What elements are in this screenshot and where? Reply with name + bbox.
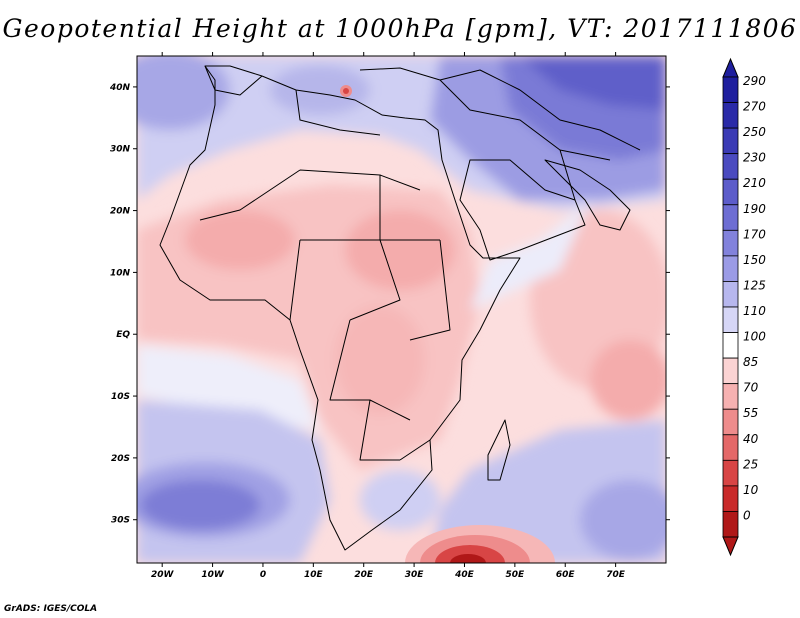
- colorbar-swatch: [722, 229, 739, 257]
- colorbar-label: 10: [743, 483, 759, 497]
- x-tick-label: 30E: [405, 570, 425, 580]
- x-tick-label: 60E: [556, 570, 576, 580]
- colorbar-label: 70: [743, 381, 759, 395]
- chart-title: Geopotential Height at 1000hPa [gpm], VT…: [2, 14, 798, 43]
- colorbar-swatch: [722, 357, 739, 385]
- y-tick-label: 20S: [111, 454, 130, 464]
- colorbar-label: 100: [743, 330, 766, 344]
- x-tick-label: 40E: [454, 570, 475, 580]
- colorbar-label: 270: [743, 100, 766, 114]
- colorbar-swatch: [722, 459, 739, 487]
- colorbar-label: 230: [743, 151, 766, 165]
- colorbar-swatch: [722, 255, 739, 282]
- y-tick-label: EQ: [116, 330, 130, 340]
- y-tick-label: 30S: [111, 516, 130, 526]
- y-tick-label: 40N: [109, 83, 131, 93]
- grads-credit: GrADS: IGES/COLA: [4, 604, 98, 614]
- x-tick-label: 50E: [506, 570, 526, 580]
- colorbar-label: 85: [743, 355, 758, 369]
- colorbar-swatch: [722, 434, 739, 461]
- y-tick-label: 10N: [110, 268, 131, 278]
- y-tick-label: 10S: [111, 392, 130, 402]
- colorbar-swatch: [722, 383, 739, 410]
- x-tick-label: 10E: [304, 570, 324, 580]
- y-axis: 40N 30N 20N 10N EQ 10S 20S 30S: [109, 83, 670, 526]
- colorbar-label: 0: [743, 508, 751, 522]
- colorbar-label: 110: [743, 304, 766, 318]
- colorbar-swatch: [722, 408, 739, 436]
- height-field: [137, 56, 666, 563]
- colorbar-label: 150: [743, 253, 766, 267]
- colorbar-top-arrow: [722, 57, 739, 78]
- plot-frame: [136, 55, 667, 564]
- x-tick-label: 20W: [151, 570, 175, 580]
- colorbar-label: 55: [743, 406, 758, 420]
- x-tick-label: 20E: [354, 570, 374, 580]
- y-tick-label: 20N: [110, 207, 131, 217]
- colorbar-swatch: [722, 332, 739, 359]
- colorbar-label: 290: [743, 74, 766, 88]
- colorbar-label: 210: [743, 176, 766, 190]
- colorbar-swatch: [722, 153, 739, 180]
- colorbar-swatch: [722, 485, 739, 512]
- colorbar-swatch: [722, 76, 739, 103]
- x-tick-label: 0: [260, 570, 266, 580]
- y-tick-label: 30N: [110, 145, 131, 155]
- x-axis: 20W 10W 0 10E 20E 30E 40E 50E 60E 70E: [151, 52, 626, 580]
- colorbar-label: 125: [743, 278, 766, 292]
- coastline: [159, 65, 641, 551]
- colorbar-label: 250: [743, 125, 766, 139]
- colorbar-swatch: [722, 102, 739, 129]
- colorbar-label: 170: [743, 227, 766, 241]
- colorbar-swatch: [722, 127, 739, 155]
- colorbar-bottom-arrow: [722, 536, 739, 557]
- colorbar: 2902702502302101901701501251101008570554…: [722, 57, 766, 557]
- x-tick-label: 10W: [201, 570, 225, 580]
- colorbar-label: 190: [743, 202, 766, 216]
- colorbar-swatch: [722, 178, 739, 206]
- x-tick-label: 70E: [606, 570, 626, 580]
- colorbar-swatch: [722, 204, 739, 231]
- colorbar-swatch: [722, 281, 739, 308]
- colorbar-swatch: [722, 511, 739, 538]
- colorbar-swatch: [722, 306, 739, 333]
- colorbar-label: 25: [743, 457, 758, 471]
- colorbar-label: 40: [743, 432, 759, 446]
